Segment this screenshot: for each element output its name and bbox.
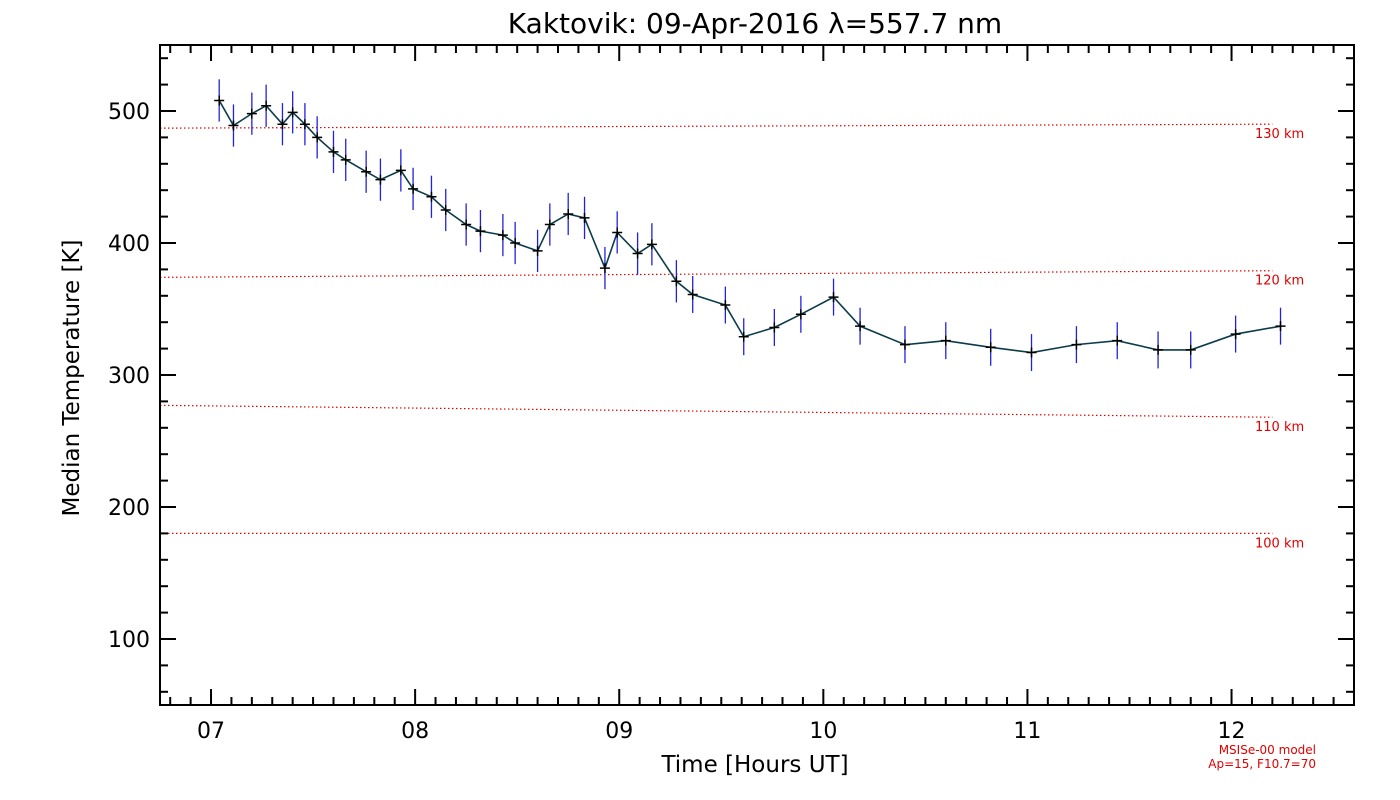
y-tick-label: 100	[108, 628, 150, 653]
data-point	[532, 245, 543, 256]
data-point	[985, 342, 996, 353]
data-point	[246, 108, 257, 119]
x-tick-label: 08	[401, 719, 429, 744]
data-point	[563, 208, 574, 219]
series-line	[218, 100, 1281, 354]
data-point	[544, 219, 555, 230]
y-tick-label: 200	[108, 496, 150, 521]
data-point	[828, 292, 839, 303]
data-point	[687, 289, 698, 300]
data-point	[214, 95, 225, 106]
data-point	[228, 120, 239, 131]
data-point	[261, 100, 272, 111]
data-point	[475, 226, 486, 237]
data-point	[461, 219, 472, 230]
reference-line	[159, 123, 1273, 129]
data-point	[328, 146, 339, 157]
data-point	[287, 107, 298, 118]
model-footnote: MSISe-00 model	[1219, 743, 1316, 757]
data-point	[646, 239, 657, 250]
data-point	[299, 119, 310, 130]
data-point	[769, 322, 780, 333]
data-point	[340, 154, 351, 165]
x-tick-label: 10	[809, 719, 837, 744]
y-tick-label: 400	[108, 232, 150, 257]
data-point	[795, 309, 806, 320]
data-point	[395, 165, 406, 176]
data-point	[671, 276, 682, 287]
data-point	[1071, 339, 1082, 350]
axis-ticks	[160, 45, 1355, 705]
data-point	[426, 191, 437, 202]
y-axis-label: Median Temperature [K]	[59, 240, 85, 517]
data-point	[1153, 344, 1164, 355]
data-point	[497, 230, 508, 241]
x-tick-label: 09	[605, 719, 633, 744]
data-point	[1026, 347, 1037, 358]
reference-line	[159, 270, 1273, 278]
data-point	[612, 227, 623, 238]
data-point	[899, 339, 910, 350]
data-point	[599, 263, 610, 274]
data-point	[440, 205, 451, 215]
data-point	[1112, 335, 1123, 346]
y-tick-label: 500	[108, 100, 150, 125]
reference-label: 120 km	[1255, 274, 1304, 289]
data-point	[1185, 344, 1196, 355]
x-tick-label: 12	[1218, 719, 1246, 744]
data-point	[408, 183, 419, 194]
data-point	[1275, 321, 1286, 332]
axis-tick-labels: 07 08 09 10 11 12 100 200 300 400 500	[108, 100, 1246, 744]
data-point	[510, 238, 521, 248]
data-point	[277, 119, 288, 130]
plot-area: 130 km 120 km 110 km 100 km	[159, 79, 1304, 551]
data-point	[940, 335, 951, 346]
reference-label: 110 km	[1255, 420, 1304, 435]
model-parameters-footnote: Ap=15, F10.7=70	[1208, 757, 1316, 771]
data-point	[720, 300, 731, 311]
x-tick-label: 07	[197, 719, 225, 744]
x-axis-label: Time [Hours UT]	[660, 752, 848, 778]
data-point	[738, 331, 749, 342]
data-point	[1230, 329, 1241, 340]
plot-frame	[159, 44, 1355, 706]
data-point	[855, 321, 866, 332]
reference-label: 130 km	[1255, 127, 1304, 142]
reference-label: 100 km	[1255, 536, 1304, 551]
chart-title: Kaktovik: 09-Apr-2016 λ=557.7 nm	[508, 7, 1002, 40]
data-point	[632, 248, 643, 259]
data-point	[579, 212, 590, 223]
y-tick-label: 300	[108, 364, 150, 389]
data-point	[312, 132, 323, 143]
data-point	[361, 166, 372, 177]
x-tick-label: 11	[1013, 719, 1041, 744]
reference-line	[159, 404, 1273, 418]
data-point	[375, 174, 386, 185]
